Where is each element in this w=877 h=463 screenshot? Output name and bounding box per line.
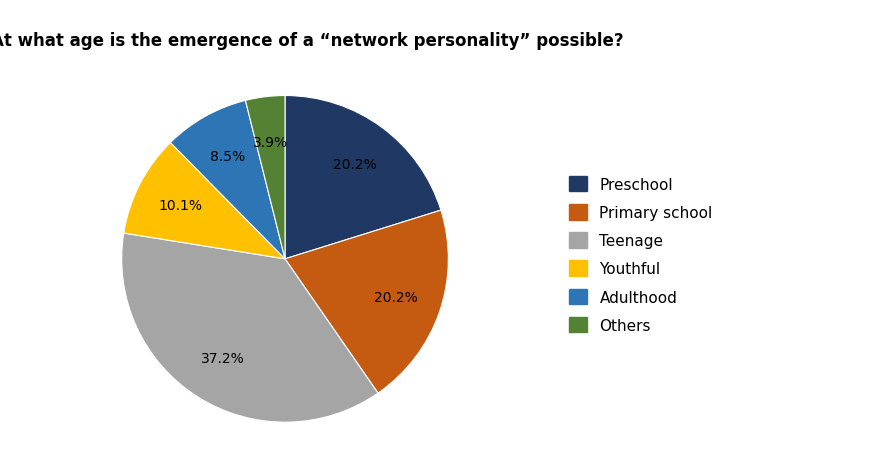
- Legend: Preschool, Primary school, Teenage, Youthful, Adulthood, Others: Preschool, Primary school, Teenage, Yout…: [569, 176, 713, 333]
- Text: 20.2%: 20.2%: [332, 158, 376, 172]
- Text: 20.2%: 20.2%: [374, 290, 418, 304]
- Wedge shape: [246, 96, 285, 259]
- Text: 8.5%: 8.5%: [210, 150, 245, 164]
- Wedge shape: [124, 143, 285, 259]
- Wedge shape: [285, 96, 441, 259]
- Wedge shape: [122, 233, 378, 422]
- Wedge shape: [170, 101, 285, 259]
- Text: At what age is the emergence of a “network personality” possible?: At what age is the emergence of a “netwo…: [0, 32, 624, 50]
- Text: 10.1%: 10.1%: [159, 199, 203, 213]
- Text: 3.9%: 3.9%: [253, 136, 289, 150]
- Wedge shape: [285, 211, 448, 393]
- Text: 37.2%: 37.2%: [201, 351, 245, 366]
